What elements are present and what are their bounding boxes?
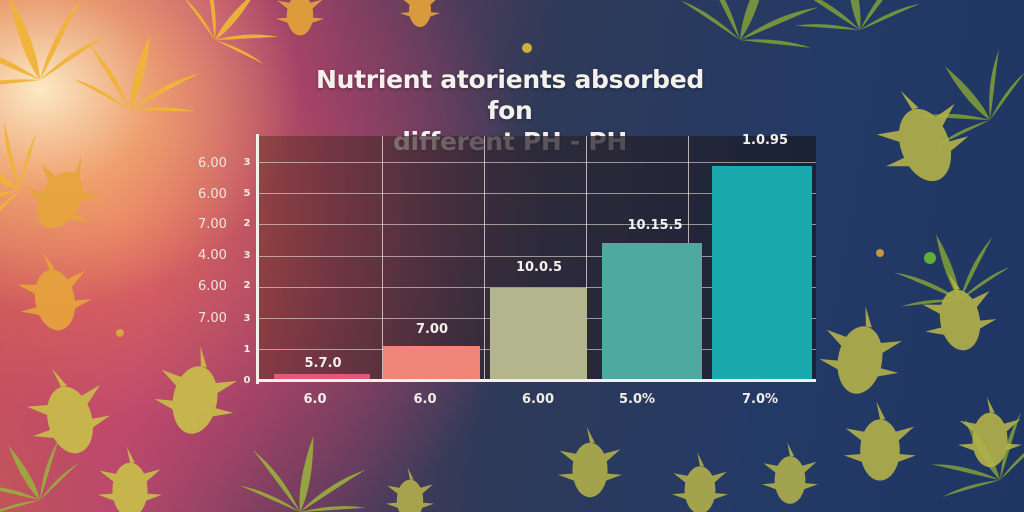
y-outer-label: 7.00: [198, 217, 227, 232]
x-tick-label: 5.0%: [618, 392, 656, 407]
y-tick-label: 0: [243, 375, 251, 386]
y-outer-label: 6.00: [198, 156, 227, 171]
y-outer-label: 4.00: [198, 248, 227, 263]
x-axis: [256, 379, 816, 382]
gridline: [586, 136, 587, 380]
x-tick-label: 6.0: [413, 392, 437, 407]
y-tick-label: 2: [243, 218, 251, 229]
bar-value-label: 7.00: [415, 322, 449, 337]
y-outer-label: 6.00: [198, 279, 227, 294]
gridline: [258, 256, 816, 257]
chart-title-line-1: Nutrient atorients absorbed fon: [316, 65, 704, 125]
y-outer-label: 7.00: [198, 311, 227, 326]
y-tick-label: 2: [243, 280, 251, 291]
x-tick-label: 6.00: [521, 392, 555, 407]
bar-5: [712, 166, 812, 380]
bar-value-label: 10.15.5: [627, 218, 683, 233]
y-tick-label: 3: [243, 250, 251, 261]
bar-2: [383, 346, 480, 380]
y-tick-label: 5: [243, 188, 251, 199]
bar-value-label: 1.0.95: [741, 133, 789, 148]
x-tick-label: 6.0: [303, 392, 327, 407]
bar-value-label: 5.7.0: [304, 356, 342, 371]
y-axis: [256, 134, 259, 384]
gridline: [484, 136, 485, 380]
plot-area: 5.7.0 7.00 10.0.5 10.15.5 1.0.95: [258, 133, 816, 380]
bar-1: [274, 374, 370, 380]
y-outer-label: 6.00: [198, 187, 227, 202]
y-tick-label: 3: [243, 313, 251, 324]
x-tick-label: 7.0%: [741, 392, 779, 407]
gridline: [258, 224, 816, 225]
bar-4: [602, 243, 702, 380]
gridline: [382, 136, 383, 380]
bar-value-label: 10.0.5: [515, 260, 563, 275]
gridline: [258, 193, 816, 194]
y-tick-label: 3: [243, 157, 251, 168]
y-tick-label: 1: [243, 344, 251, 355]
bar-3: [490, 288, 587, 380]
gridline: [258, 162, 816, 163]
gridline: [258, 287, 816, 288]
